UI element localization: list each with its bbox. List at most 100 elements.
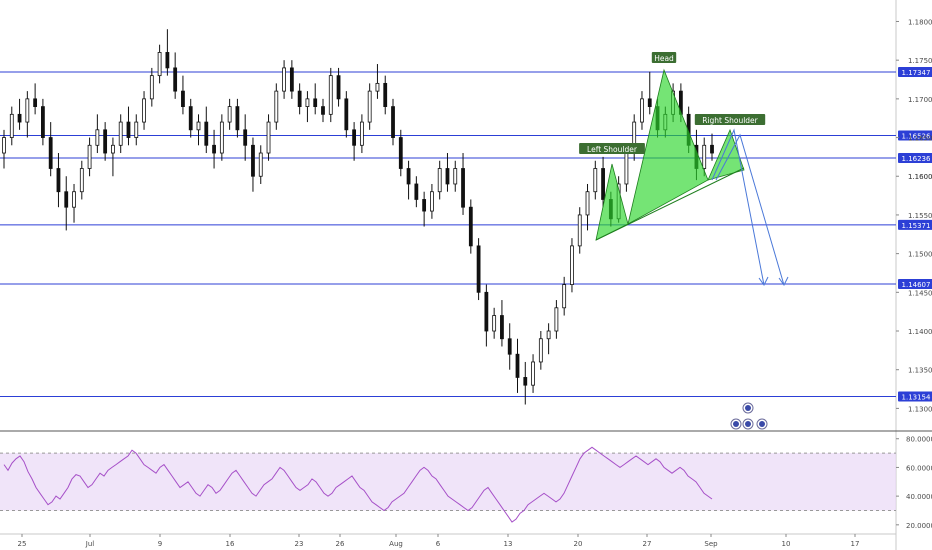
event-flag-icon-dot: [745, 405, 751, 411]
candle-body: [17, 113, 22, 123]
price-tick-label: 1.13000: [908, 405, 932, 413]
candle-body: [461, 168, 465, 208]
left-shoulder-label: Left Shoulder: [587, 145, 638, 154]
head-and-shoulders-pattern: Head Left Shoulder Right Shoulder: [579, 52, 789, 286]
time-tick-label: 13: [504, 540, 513, 548]
candle-body: [507, 338, 512, 355]
time-tick-label: Jul: [85, 540, 95, 548]
candle-body: [523, 377, 528, 386]
candle-body: [227, 106, 232, 123]
price-tick-label: 1.16500: [908, 135, 932, 143]
price-tick-label: 1.17000: [908, 96, 932, 104]
candle-body: [118, 121, 123, 146]
time-tick-label: Sep: [704, 540, 718, 548]
candle-body: [430, 191, 434, 212]
time-tick-label: 25: [18, 540, 27, 548]
candle-body: [601, 168, 605, 200]
level-price-tag: [898, 219, 932, 230]
candle-body: [2, 137, 6, 154]
candle-body: [398, 137, 403, 169]
right-shoulder-label: Right Shoulder: [702, 116, 758, 125]
candle-body: [624, 152, 629, 185]
candle-body: [352, 129, 357, 146]
candle-body: [212, 144, 216, 154]
candle-body: [500, 315, 504, 340]
level-price-label: 1.16236: [902, 155, 931, 163]
candle-body: [546, 330, 551, 340]
candle-body: [367, 90, 372, 123]
candle-body: [274, 90, 279, 123]
candle-body: [173, 67, 178, 92]
rsi-tick-label: 80.0000: [906, 436, 932, 444]
candle-body: [344, 98, 349, 131]
candle-body: [305, 98, 310, 107]
candle-body: [204, 121, 209, 146]
candle-body: [87, 144, 92, 169]
candle-body: [9, 113, 14, 138]
arrowhead-2: [778, 276, 789, 286]
level-price-label: 1.15371: [902, 222, 931, 230]
time-tick-label: 6: [436, 540, 441, 548]
candle-body: [181, 90, 185, 107]
candle-body: [48, 137, 53, 169]
price-tick-label: 1.16000: [908, 173, 932, 181]
candle-body: [336, 75, 341, 100]
time-tick-label: 9: [158, 540, 162, 548]
candle-body: [570, 245, 574, 285]
candle-body: [266, 121, 271, 154]
right-shoulder-label-bg: [694, 114, 766, 125]
candle-body: [468, 206, 473, 247]
candle-body: [103, 129, 108, 154]
candle-body: [538, 338, 543, 363]
candle-body: [484, 291, 489, 332]
candle-body: [126, 121, 131, 138]
level-price-label: 1.13154: [902, 393, 931, 401]
candle-body: [188, 106, 193, 131]
level-price-tag: [898, 67, 932, 78]
candle-body: [258, 152, 263, 177]
head-label-bg: [651, 52, 677, 63]
candle-body: [219, 121, 224, 154]
time-axis: 25 Jul 9 16 23 26 Aug 6 13 20 27 Sep 10 17: [18, 534, 860, 548]
level-price-tag: [898, 391, 932, 402]
candle-body: [531, 361, 535, 386]
level-price-tag: [898, 152, 932, 163]
candle-body: [95, 129, 100, 146]
candle-body: [142, 98, 146, 123]
event-flag-icon-dot: [759, 421, 765, 427]
candle-body: [383, 82, 388, 107]
price-tick-label: 1.15000: [908, 251, 932, 259]
candle-body: [445, 168, 450, 185]
candle-body: [710, 144, 714, 154]
candle-body: [577, 214, 582, 247]
candle-body: [321, 106, 325, 115]
time-tick-label: 27: [643, 540, 652, 548]
candle-body: [196, 121, 201, 131]
rsi-tick-label: 20.0000: [906, 522, 932, 530]
candle-body: [375, 82, 380, 92]
head-triangle: [627, 68, 709, 225]
level-price-tag: [898, 130, 932, 141]
candle-body: [25, 98, 30, 123]
rsi-band-fill: [0, 453, 896, 511]
projection-path-2: [715, 133, 785, 286]
projection-path-1: [711, 128, 765, 286]
candle-body: [79, 168, 84, 193]
time-tick-label: 17: [851, 540, 860, 548]
candle-body: [56, 168, 61, 193]
current-price-label: 1.16006: [908, 173, 932, 181]
candle-body: [41, 106, 45, 138]
event-flag-icon-dot: [745, 421, 751, 427]
economic-events[interactable]: [730, 402, 768, 430]
event-flag-icon-dot: [733, 421, 739, 427]
price-tick-label: 1.17500: [908, 57, 932, 65]
candle-body: [64, 191, 69, 208]
candle-body: [33, 98, 38, 107]
head-label: Head: [654, 54, 674, 63]
time-tick-label: 20: [574, 540, 583, 548]
candle-body: [243, 129, 248, 146]
candle-body: [328, 75, 333, 115]
price-tick-label: 1.13500: [908, 367, 932, 375]
candle-body: [134, 121, 139, 138]
